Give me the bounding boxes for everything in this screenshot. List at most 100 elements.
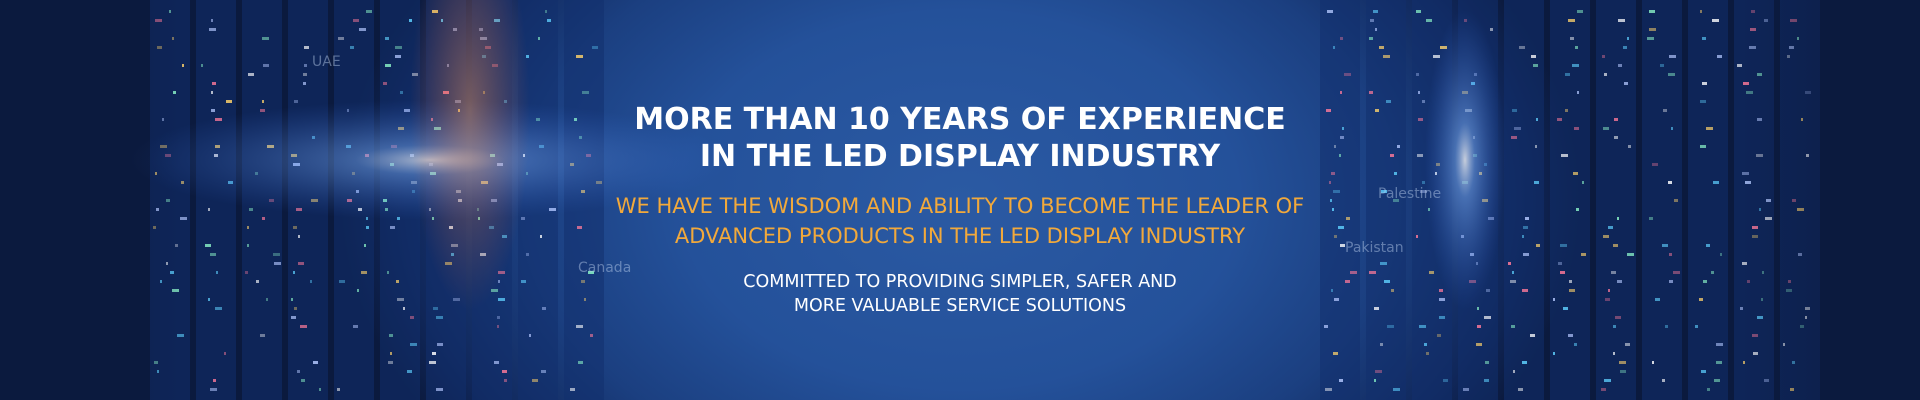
rack-light: [1573, 172, 1578, 175]
rack-light: [1627, 37, 1629, 40]
rack-light: [364, 244, 366, 247]
rack-light: [1613, 325, 1616, 328]
rack-light: [1380, 262, 1387, 265]
rack-light: [1618, 19, 1625, 22]
rack-light: [403, 307, 405, 310]
rack-light: [385, 37, 389, 40]
rack-light: [274, 262, 281, 265]
rack-light: [339, 280, 345, 283]
rack-light: [1369, 91, 1373, 94]
headline-line: IN THE LED DISPLAY INDUSTRY: [699, 139, 1221, 174]
rack-light: [436, 388, 443, 391]
rack-light: [1602, 55, 1605, 58]
rack-light: [1720, 253, 1722, 256]
rack-light: [1706, 127, 1713, 130]
rack-light: [1582, 181, 1584, 184]
rack-light: [247, 226, 249, 229]
rack-light: [1345, 280, 1350, 283]
rack-light: [1334, 298, 1339, 301]
rack-light: [409, 19, 412, 22]
rack-light: [1700, 10, 1702, 13]
rack-light: [1714, 379, 1720, 382]
rack: [1366, 0, 1406, 400]
rack-light: [1333, 352, 1338, 355]
rack-light: [1373, 10, 1378, 13]
rack-light: [1553, 352, 1555, 355]
rack-light: [1511, 136, 1517, 139]
rack-light: [1325, 388, 1332, 391]
rack-light: [1604, 379, 1611, 382]
rack-light: [576, 325, 583, 328]
rack-light: [1374, 307, 1379, 310]
rack-light: [249, 208, 253, 211]
rack-light: [301, 379, 305, 382]
rack-light: [256, 280, 259, 283]
rack-light: [300, 325, 307, 328]
rack-light: [247, 244, 249, 247]
rack-light: [1652, 361, 1654, 364]
rack-light: [366, 10, 372, 13]
rack-light: [1713, 181, 1719, 184]
rack-light: [1707, 388, 1710, 391]
rack-light: [1443, 379, 1448, 382]
rack-light: [390, 352, 392, 355]
rack-light: [576, 55, 583, 58]
rack-light: [436, 316, 443, 319]
rack-light: [540, 235, 542, 238]
rack-light: [1604, 73, 1607, 76]
rack-light: [1563, 307, 1568, 310]
rack-light: [291, 316, 296, 319]
rack-light: [1510, 280, 1516, 283]
rack-light: [1575, 46, 1578, 49]
rack-light: [1531, 55, 1536, 58]
rack-light: [1512, 109, 1517, 112]
rack-light: [210, 253, 216, 256]
rack-light: [1614, 118, 1618, 121]
rack-light: [521, 280, 526, 283]
rack-light: [304, 46, 309, 49]
rack-light: [437, 343, 443, 346]
rack-light: [1668, 73, 1675, 76]
rack-light: [1569, 280, 1572, 283]
rack-light: [1324, 325, 1328, 328]
rack-light: [353, 325, 358, 328]
rack-light: [1333, 190, 1340, 193]
background-label: UAE: [312, 54, 341, 70]
rack-light: [1332, 208, 1334, 211]
rack-light: [1422, 100, 1425, 103]
rack-light: [1369, 37, 1373, 40]
rack-light: [390, 226, 395, 229]
rack-light: [1553, 298, 1555, 301]
rack-light: [1576, 208, 1579, 211]
rack-light: [1618, 64, 1622, 67]
rack-light: [361, 271, 367, 274]
rack-light: [1695, 325, 1698, 328]
rack-light: [1601, 388, 1606, 391]
rack-light: [260, 334, 265, 337]
rack-light: [291, 298, 293, 301]
rack-light: [1418, 91, 1420, 94]
rack-light: [1613, 244, 1618, 247]
rack-light: [212, 82, 216, 85]
rack-light: [1620, 370, 1626, 373]
rack-light: [592, 46, 598, 49]
rack-light: [1660, 64, 1664, 67]
rack-light: [1490, 28, 1493, 31]
rack-light: [211, 19, 213, 22]
tagline: COMMITTED TO PROVIDING SIMPLER, SAFER AN…: [0, 270, 1920, 318]
headline: MORE THAN 10 YEARS OF EXPERIENCE IN THE …: [0, 101, 1920, 175]
rack-light: [429, 361, 436, 364]
rack-light: [1560, 244, 1567, 247]
rack-light: [1477, 307, 1479, 310]
rack-light: [1561, 154, 1568, 157]
rack-light: [407, 370, 412, 373]
rack-light: [208, 298, 210, 301]
rack-light: [1513, 370, 1515, 373]
rack-light: [1558, 262, 1562, 265]
rack-light: [432, 352, 436, 355]
rack-light: [338, 37, 344, 40]
rack-light: [293, 226, 297, 229]
rack-light: [353, 19, 359, 22]
rack-light: [581, 280, 585, 283]
rack-light: [1369, 271, 1376, 274]
